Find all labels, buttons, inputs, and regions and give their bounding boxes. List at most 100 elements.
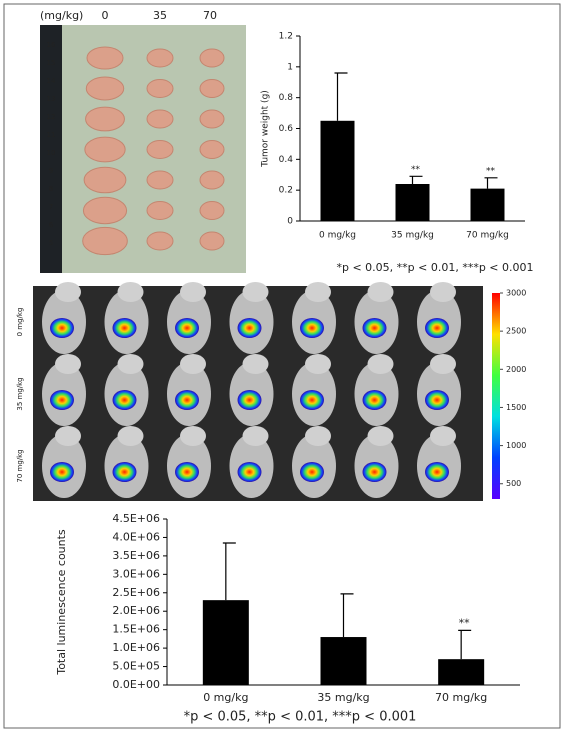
- row-label: 35 mg/kg: [16, 377, 24, 410]
- mouse-head: [180, 426, 206, 446]
- y-tick-label: 2.0E+06: [112, 604, 160, 617]
- tumor: [85, 106, 125, 132]
- mouse-head: [117, 282, 144, 302]
- y-tick-label: 1: [287, 62, 293, 72]
- photo-header: 35: [153, 9, 167, 22]
- colorbar-label: 2500: [506, 327, 526, 336]
- colorbar-label: 1500: [506, 403, 526, 412]
- x-tick-label: 35 mg/kg: [317, 691, 369, 704]
- y-tick-label: 4.0E+06: [112, 530, 160, 543]
- y-tick-label: 0.0E+00: [112, 678, 160, 691]
- significance: **: [411, 165, 421, 175]
- y-axis-label: Total luminescence counts: [55, 529, 68, 676]
- signal: [237, 390, 262, 410]
- signal: [300, 462, 324, 482]
- tumor: [146, 109, 174, 129]
- mouse-head: [367, 354, 394, 374]
- tumor: [146, 48, 174, 68]
- mouse-head: [305, 426, 331, 446]
- signal: [175, 390, 199, 410]
- mouse-head: [305, 282, 331, 302]
- signal: [50, 390, 74, 410]
- tumor: [85, 76, 125, 101]
- signal: [362, 390, 387, 410]
- y-tick-label: 0.6: [279, 124, 294, 134]
- mouse-head: [117, 426, 144, 446]
- mouse-head: [180, 354, 206, 374]
- tumor: [146, 140, 174, 159]
- ruler-label: 5: [49, 239, 53, 247]
- error-bar: [340, 593, 354, 638]
- photo-header: 70: [203, 9, 217, 22]
- tumor: [146, 79, 174, 98]
- signal: [300, 318, 324, 338]
- y-tick-label: 4.5E+06: [112, 512, 160, 525]
- mouse-head: [242, 426, 269, 446]
- ruler-label: 14: [47, 77, 56, 85]
- x-tick-label: 0 mg/kg: [319, 231, 356, 241]
- signal: [50, 462, 74, 482]
- mouse-head: [55, 282, 81, 302]
- tumor: [146, 170, 174, 190]
- y-tick-label: 1.5E+06: [112, 623, 160, 636]
- tumor: [83, 166, 127, 194]
- mouse-head: [55, 426, 81, 446]
- significance: **: [486, 166, 496, 176]
- signal: [362, 318, 387, 338]
- tumor: [199, 231, 225, 251]
- mouse-head: [367, 426, 394, 446]
- footnote: *p < 0.05, **p < 0.01, ***p < 0.001: [336, 261, 533, 274]
- tumor: [84, 136, 126, 163]
- colorbar-label: 2000: [506, 365, 526, 374]
- ruler-label: 16: [47, 41, 56, 49]
- y-tick-label: 0: [287, 217, 293, 227]
- signal: [112, 390, 137, 410]
- y-tick-label: 1.0E+06: [112, 641, 160, 654]
- bar: [320, 637, 367, 685]
- mouse-head: [242, 354, 269, 374]
- x-tick-label: 70 mg/kg: [435, 691, 487, 704]
- photo-header: 0: [102, 9, 109, 22]
- ruler-label: 6: [49, 221, 54, 229]
- signal: [112, 462, 137, 482]
- row-label: 0 mg/kg: [16, 308, 24, 337]
- row-label: 70 mg/kg: [16, 449, 24, 482]
- ruler-label: 7: [49, 203, 53, 211]
- signal: [425, 390, 449, 410]
- tumor: [146, 231, 174, 251]
- footnote: *p < 0.05, **p < 0.01, ***p < 0.001: [184, 710, 417, 725]
- mouse-head: [180, 282, 206, 302]
- tumor: [199, 48, 225, 68]
- y-tick-label: 5.0E+05: [112, 660, 160, 673]
- signal: [175, 462, 199, 482]
- mouse-head: [430, 426, 456, 446]
- bar: [202, 600, 249, 685]
- x-tick-label: 70 mg/kg: [466, 231, 509, 241]
- signal: [362, 462, 387, 482]
- signal: [237, 462, 262, 482]
- ruler-label: 10: [47, 149, 56, 157]
- colorbar: [492, 293, 500, 499]
- mouse-head: [367, 282, 394, 302]
- photo-header: (mg/kg): [40, 9, 83, 22]
- mouse-head: [305, 354, 331, 374]
- y-tick-label: 2.5E+06: [112, 586, 160, 599]
- ruler-label: 15: [47, 59, 56, 67]
- mouse-head: [430, 282, 456, 302]
- error-bar: [334, 72, 348, 121]
- signal: [425, 318, 449, 338]
- tumor: [82, 226, 128, 256]
- bar: [470, 188, 505, 221]
- mouse-head: [55, 354, 81, 374]
- y-tick-label: 3.5E+06: [112, 549, 160, 562]
- frame: [3, 3, 561, 729]
- colorbar-label: 500: [506, 479, 521, 488]
- mouse-head: [242, 282, 269, 302]
- signal: [175, 318, 199, 338]
- error-bar: [458, 629, 472, 660]
- signal: [237, 318, 262, 338]
- tumor: [199, 170, 225, 190]
- y-tick-label: 0.8: [279, 93, 294, 103]
- error-bar: [484, 177, 498, 189]
